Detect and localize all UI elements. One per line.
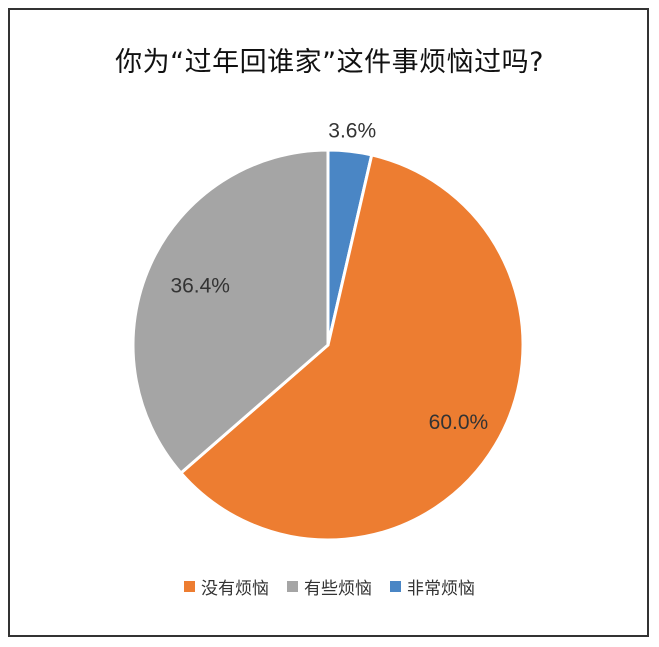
pie-value-labels: 3.6% 60.0% 36.4% xyxy=(170,119,488,433)
pie-label-some: 36.4% xyxy=(170,274,230,297)
chart-legend: 没有烦恼 有些烦恼 非常烦恼 xyxy=(0,574,659,599)
legend-label-none: 没有烦恼 xyxy=(201,579,269,599)
pie-slice-none xyxy=(178,153,525,542)
legend-item-none: 没有烦恼 xyxy=(184,574,269,599)
pie-label-very: 3.6% xyxy=(328,119,376,142)
legend-swatch-some xyxy=(287,581,298,592)
legend-label-very: 非常烦恼 xyxy=(407,579,475,599)
pie-slices xyxy=(131,148,525,542)
legend-item-some: 有些烦恼 xyxy=(287,574,372,599)
legend-item-very: 非常烦恼 xyxy=(390,574,475,599)
legend-label-some: 有些烦恼 xyxy=(304,579,372,599)
pie-label-none: 60.0% xyxy=(429,411,489,434)
legend-swatch-very xyxy=(390,581,401,592)
pie-slice-some xyxy=(131,148,330,476)
chart-title: 你为“过年回谁家”这件事烦恼过吗? xyxy=(115,47,544,78)
legend-swatch-none xyxy=(184,581,195,592)
